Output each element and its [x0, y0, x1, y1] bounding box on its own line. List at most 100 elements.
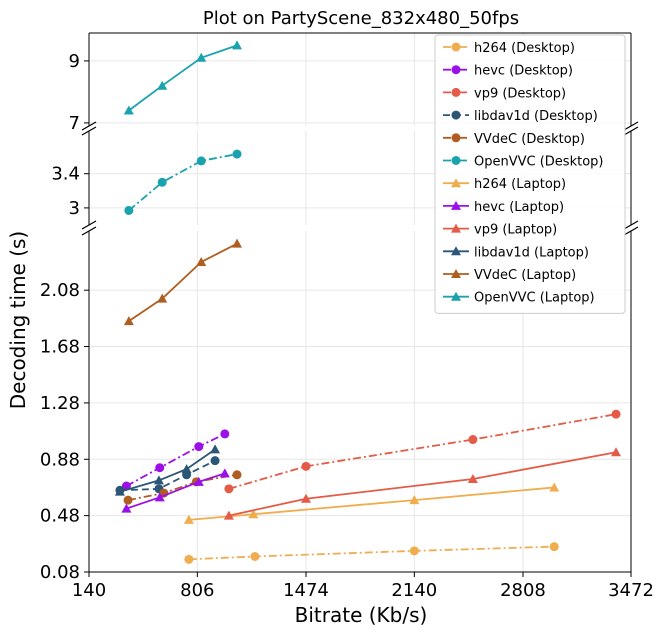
data-point: [250, 552, 260, 561]
legend-label: VVdeC (Laptop): [474, 268, 576, 283]
data-point: [549, 482, 560, 492]
data-point: [220, 429, 230, 439]
legend-item: libdav1d (Laptop): [443, 245, 589, 260]
data-point: [611, 447, 622, 457]
legend-item: hevc (Laptop): [443, 200, 564, 215]
axis-break-mark: [623, 220, 639, 230]
y-tick-label: 1.28: [40, 393, 80, 414]
series-7: [121, 468, 230, 513]
legend-swatch-marker: [451, 246, 461, 256]
y-tick-label: 0.08: [40, 562, 80, 583]
data-point: [183, 514, 194, 524]
legend-swatch-marker: [451, 87, 461, 97]
data-point: [123, 316, 134, 326]
series-line: [125, 433, 226, 487]
data-point: [184, 554, 194, 564]
data-point: [409, 495, 420, 505]
data-point: [210, 456, 220, 466]
data-point: [121, 503, 132, 513]
series-10: [123, 238, 243, 326]
data-point: [301, 461, 311, 471]
data-point: [611, 409, 621, 419]
legend-label: h264 (Desktop): [474, 41, 575, 56]
legend-swatch-marker: [451, 291, 461, 301]
series-line: [126, 472, 226, 510]
data-point: [124, 205, 134, 215]
legend-swatch-marker: [451, 110, 461, 120]
series-2: [224, 409, 621, 494]
legend-item: vp9 (Laptop): [443, 223, 557, 238]
legend-label: hevc (Laptop): [474, 200, 564, 215]
legend-item: libdav1d (Desktop): [443, 109, 598, 124]
legend-item: VVdeC (Laptop): [443, 268, 576, 283]
data-point: [232, 149, 242, 159]
axis-break-mark: [623, 226, 639, 236]
series-0: [184, 542, 559, 564]
series-line: [119, 448, 216, 493]
axis-break-mark: [81, 126, 97, 136]
series-11: [123, 40, 243, 115]
data-point: [468, 435, 478, 445]
legend-item: vp9 (Desktop): [443, 86, 566, 101]
data-point: [123, 495, 133, 505]
x-tick-label: 1474: [283, 580, 329, 601]
legend-label: OpenVVC (Laptop): [474, 291, 595, 306]
y-tick-label: 3.4: [51, 164, 80, 185]
legend-swatch-marker: [451, 65, 461, 75]
data-point: [210, 444, 221, 454]
x-tick-label: 2808: [500, 580, 546, 601]
data-point: [157, 177, 167, 187]
series-9: [114, 444, 221, 496]
legend-swatch-marker: [451, 133, 461, 143]
x-tick-label: 3472: [608, 580, 654, 601]
series-line: [127, 473, 238, 502]
legend-swatch-marker: [451, 200, 461, 210]
series-6: [183, 482, 560, 524]
x-tick-label: 2140: [391, 580, 437, 601]
series-line: [188, 486, 555, 521]
series-line: [128, 242, 238, 322]
series-8: [223, 447, 622, 520]
axis-break-mark: [623, 126, 639, 136]
data-point: [196, 156, 206, 166]
x-tick-label: 806: [180, 580, 214, 601]
data-point: [157, 293, 168, 303]
y-tick-label: 2.08: [40, 280, 80, 301]
y-tick-label: 1.68: [40, 337, 80, 358]
legend-label: hevc (Desktop): [474, 64, 573, 79]
series-4: [123, 470, 242, 505]
data-point: [549, 542, 559, 552]
legend-swatch-marker: [451, 178, 461, 188]
data-point: [153, 475, 164, 485]
series-line: [119, 459, 216, 492]
y-axis-title: Decoding time (s): [6, 231, 30, 410]
legend-swatch-marker: [451, 156, 461, 165]
legend-label: vp9 (Desktop): [474, 86, 566, 101]
series-line: [128, 44, 238, 112]
axis-break-mark: [623, 121, 639, 131]
y-tick-label: 0.88: [40, 449, 80, 470]
series-line: [228, 451, 617, 517]
data-point: [114, 486, 125, 496]
legend-item: OpenVVC (Laptop): [443, 291, 595, 306]
axis-break-mark: [81, 226, 97, 236]
data-point: [224, 484, 234, 494]
y-tick-label: 9: [69, 51, 80, 72]
legend-box: [434, 34, 626, 314]
data-point: [232, 238, 243, 248]
y-tick-label: 3: [69, 198, 80, 219]
data-point: [194, 442, 204, 452]
data-point: [154, 492, 165, 502]
data-point: [223, 510, 234, 520]
legend-swatch-marker: [451, 223, 461, 233]
legend-label: libdav1d (Laptop): [474, 245, 589, 260]
y-tick-label: 0.48: [40, 506, 80, 527]
legend-swatch-marker: [451, 269, 461, 278]
data-point: [300, 493, 311, 503]
legend-item: h264 (Laptop): [443, 177, 566, 192]
series-5: [124, 149, 242, 215]
legend-label: h264 (Laptop): [474, 177, 566, 192]
data-point: [181, 464, 192, 474]
data-point: [409, 546, 419, 556]
